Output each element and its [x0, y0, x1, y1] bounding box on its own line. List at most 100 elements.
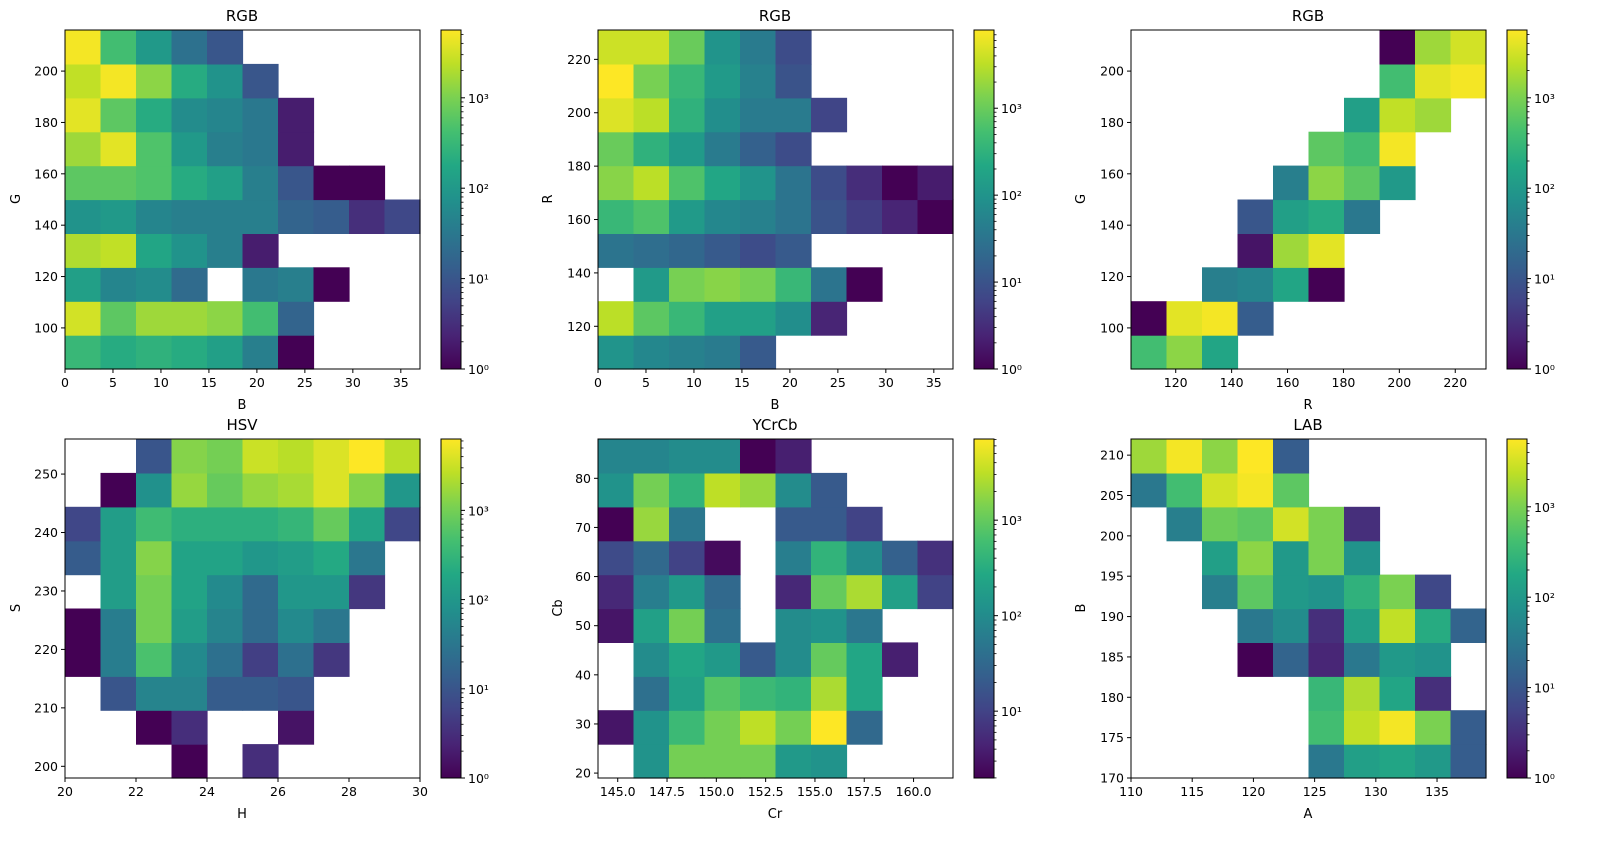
heatmap-cell: [171, 63, 208, 99]
heatmap-cell: [171, 301, 208, 336]
heatmap-cell: [171, 131, 208, 167]
x-tick-label: 15: [201, 375, 217, 390]
heatmap-cell: [775, 676, 812, 711]
heatmap-cell: [846, 676, 883, 711]
x-tick-label: 0: [594, 375, 602, 390]
heatmap-cell: [1308, 744, 1345, 779]
y-tick-label: 190: [1100, 609, 1124, 624]
heatmap-cell: [1202, 439, 1239, 474]
heatmap-cell: [775, 710, 812, 745]
colorbar: [440, 29, 462, 370]
heatmap-cell: [1237, 472, 1274, 508]
heatmap-cell: [633, 199, 670, 234]
panel-title: HSV: [226, 416, 258, 434]
heatmap-cell: [136, 63, 173, 99]
plot-frame: [1130, 438, 1487, 779]
colorbar-tick-label: 10⁰: [1534, 362, 1555, 377]
y-tick-label: 250: [34, 467, 58, 482]
heatmap-cell: [171, 472, 208, 508]
heatmap-cell: [1379, 642, 1416, 677]
heatmap-cell: [775, 97, 812, 133]
heatmap-cell: [65, 131, 102, 167]
heatmap-cell: [242, 676, 279, 711]
heatmap-cell: [669, 676, 706, 711]
heatmap-cell: [633, 642, 670, 677]
heatmap-cell: [136, 608, 173, 643]
heatmap-cell: [65, 267, 102, 302]
panel-lab: LAB A B 110 115 120 125 130 135 170 175 180 185 19…: [1074, 416, 1555, 822]
heatmap-cell: [669, 439, 706, 474]
heatmap-cell: [313, 540, 350, 576]
heatmap-cell: [704, 233, 741, 268]
heatmap-cell: [278, 131, 315, 167]
heatmap-cell: [669, 233, 706, 268]
y-tick-label: 185: [1100, 649, 1124, 664]
heatmap-cell: [633, 574, 670, 610]
heatmap-cells: [65, 439, 421, 779]
heatmap-cell: [278, 676, 315, 711]
heatmap-cell: [598, 165, 635, 201]
heatmap-cell: [1344, 97, 1381, 133]
y-tick-label: 175: [1100, 730, 1124, 745]
colorbar-tick-label: 10¹: [1534, 272, 1555, 287]
heatmap-cell: [775, 506, 812, 542]
x-tick-label: 30: [345, 375, 361, 390]
heatmap-cell: [704, 744, 741, 779]
heatmap-cell: [811, 301, 848, 336]
x-tick-label: 135: [1425, 784, 1449, 799]
heatmap-cell: [1344, 574, 1381, 610]
heatmap-cell: [811, 199, 848, 234]
panel-rgb-rg: RGB R G 120 140 160 180 200 220 100 120 140 160 18…: [1074, 7, 1555, 413]
colorbar-ticks: 10⁰ 10¹ 10² 10³: [461, 34, 489, 377]
x-tick-label: 145.0: [600, 784, 636, 799]
heatmap-cell: [278, 506, 315, 542]
y-tick-label: 180: [34, 115, 58, 130]
heatmap-cell: [278, 199, 315, 234]
heatmap-cell: [136, 267, 173, 302]
x-tick-label: 180: [1332, 375, 1356, 390]
colorbar-tick-label: 10²: [1001, 188, 1022, 203]
heatmap-cell: [384, 199, 421, 234]
heatmap-cell: [1344, 199, 1381, 234]
heatmap-cell: [100, 540, 137, 576]
heatmap-cell: [1344, 744, 1381, 779]
heatmap-cell: [704, 97, 741, 133]
heatmap-cell: [207, 199, 244, 234]
x-tick-label: 160: [1276, 375, 1300, 390]
y-tick-label: 160: [34, 166, 58, 181]
heatmap-cell: [1273, 165, 1310, 201]
heatmap-cell: [846, 608, 883, 643]
heatmap-cell: [1379, 676, 1416, 711]
heatmap-cell: [171, 608, 208, 643]
heatmap-cell: [633, 335, 670, 370]
heatmap-cell: [242, 506, 279, 542]
heatmap-cell: [775, 63, 812, 99]
x-tick-label: 120: [1164, 375, 1188, 390]
heatmap-cell: [100, 676, 137, 711]
heatmap-cell: [242, 199, 279, 234]
heatmap-cell: [1344, 676, 1381, 711]
colorbar-ticks: 10¹ 10² 10³: [994, 439, 1022, 779]
heatmap-cell: [65, 301, 102, 336]
x-tick-label: 10: [153, 375, 169, 390]
heatmap-cell: [633, 267, 670, 302]
heatmap-cell: [633, 63, 670, 99]
y-tick-label: 205: [1100, 488, 1124, 503]
heatmap-cell: [917, 165, 954, 201]
colorbar-tick-label: 10²: [468, 593, 489, 608]
heatmap-cell: [704, 199, 741, 234]
heatmap-cell: [598, 63, 635, 99]
heatmap-cell: [1379, 574, 1416, 610]
x-tick-label: 10: [686, 375, 702, 390]
heatmap-cell: [811, 608, 848, 643]
y-tick-label: 140: [34, 218, 58, 233]
heatmap-cell: [313, 506, 350, 542]
heatmap-cell: [1379, 744, 1416, 779]
x-tick-label: 120: [1241, 784, 1265, 799]
heatmap-cell: [1166, 506, 1203, 542]
x-tick-label: 26: [270, 784, 286, 799]
heatmap-cell: [313, 267, 350, 302]
heatmap-cell: [669, 540, 706, 576]
heatmap-cell: [633, 233, 670, 268]
heatmap-cell: [917, 199, 954, 234]
